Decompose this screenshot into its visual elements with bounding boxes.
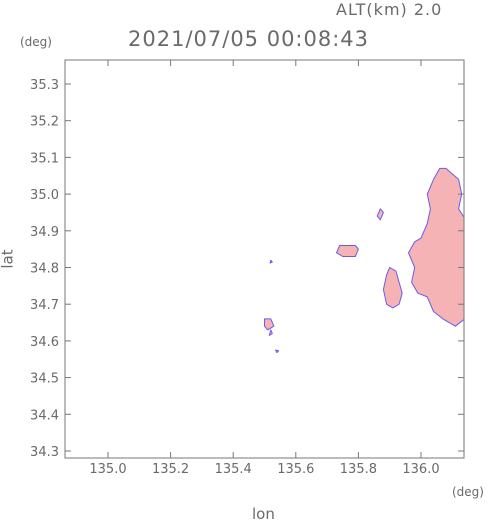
y-tick-label: 34.9: [30, 225, 59, 240]
x-axis-label: lon: [252, 505, 275, 523]
timestamp-title: 2021/07/05 00:08:43: [128, 27, 370, 51]
echo-region-0: [408, 167, 464, 327]
y-tick-label: 35.2: [30, 115, 59, 130]
y-tick-label: 35.1: [30, 151, 59, 166]
echo-region-5: [268, 329, 273, 336]
altitude-label: ALT(km) 2.0: [336, 0, 443, 19]
y-tick-label: 34.6: [30, 335, 59, 350]
echo-region-6: [275, 349, 280, 354]
y-unit-label: (deg): [20, 35, 52, 49]
echo-region-1: [382, 267, 403, 309]
x-tick-label: 135.8: [340, 462, 377, 477]
y-tick-label: 34.3: [30, 445, 59, 460]
echo-region-3: [376, 208, 384, 221]
y-tick-label: 34.4: [30, 408, 59, 423]
x-unit-label: (deg): [452, 485, 484, 499]
x-tick-label: 135.0: [89, 462, 126, 477]
echo-region-2: [336, 245, 359, 257]
echo-regions: [264, 167, 464, 354]
echo-region-4: [264, 318, 275, 331]
y-tick-label: 35.3: [30, 78, 59, 93]
y-tick-label: 34.7: [30, 298, 59, 313]
x-tick-label: 135.2: [152, 462, 189, 477]
x-tick-label: 135.4: [215, 462, 252, 477]
y-tick-label: 35.0: [30, 188, 59, 203]
y-tick-label: 34.8: [30, 262, 59, 277]
x-tick-label: 135.6: [277, 462, 314, 477]
echo-region-7: [269, 259, 273, 264]
plot-frame: [64, 59, 465, 459]
x-tick-label: 136.0: [402, 462, 439, 477]
y-tick-label: 34.5: [30, 372, 59, 387]
